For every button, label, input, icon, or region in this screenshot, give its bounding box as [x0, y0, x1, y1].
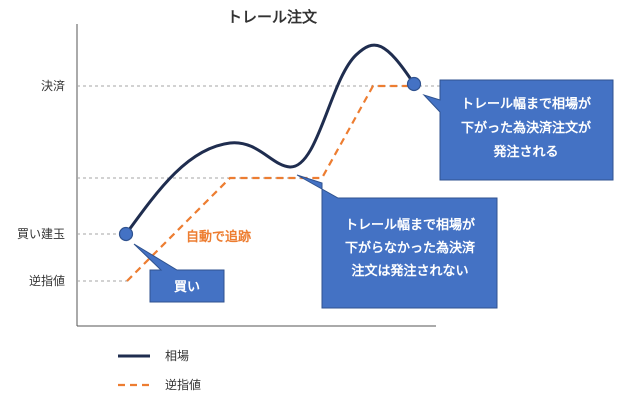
buy-callout-text: 買い — [174, 280, 200, 295]
diagram-title: トレール注文 — [227, 8, 318, 26]
triggered-callout-box — [422, 79, 614, 181]
settlement-point-marker — [406, 76, 422, 92]
not-triggered-callout-line-3: 注文は発注されない — [351, 263, 468, 279]
y-label-buy-price: 買い建玉 — [17, 227, 65, 241]
triggered-callout-line-3: 発注される — [492, 144, 558, 160]
trail-label: 自動で追跡 — [186, 229, 251, 245]
triggered-callout-line-1: トレール幅まで相場が — [461, 96, 591, 112]
stop-price-line — [126, 84, 412, 282]
y-label-settlement: 決済 — [41, 78, 65, 93]
buy-callout-box — [133, 243, 225, 303]
triggered-callout-line-2: 下がった為決済注文が — [461, 120, 591, 136]
not-triggered-callout-line-2: 下がらなかった為決済 — [345, 240, 476, 256]
buy-point-marker — [118, 226, 134, 242]
not-triggered-callout-box — [296, 174, 498, 309]
y-label-stop-price: 逆指値 — [29, 273, 65, 288]
legend: 相場 逆指値 — [118, 349, 201, 392]
legend-label-price: 相場 — [165, 349, 189, 363]
legend-label-stop: 逆指値 — [165, 377, 201, 392]
not-triggered-callout-line-1: トレール幅まで相場が — [345, 217, 475, 233]
market-price-line — [124, 43, 416, 235]
